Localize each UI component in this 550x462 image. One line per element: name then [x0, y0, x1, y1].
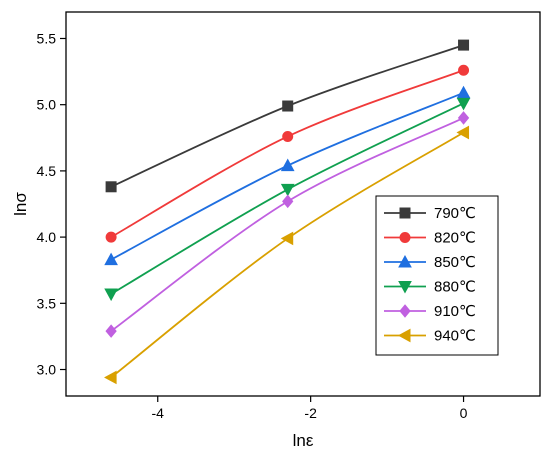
data-point	[456, 85, 471, 99]
series-4	[105, 111, 470, 338]
legend-items: 790℃ 820℃ 850℃ 880℃ 910℃ 940℃	[384, 205, 476, 345]
legend-item: 910℃	[384, 303, 476, 320]
data-point	[282, 194, 294, 209]
ticks-layer: -4 -2 0 3.0 3.5 4.0 4.5 5.0 5.5	[37, 30, 468, 421]
legend-label: 850℃	[434, 254, 476, 271]
legend-item: 820℃	[384, 230, 476, 247]
y-tick-label: 4.5	[37, 163, 57, 179]
series-3	[104, 97, 471, 302]
series-2	[104, 85, 471, 266]
legend-marker	[399, 232, 411, 243]
legend-label: 940℃	[434, 328, 476, 345]
data-point	[104, 288, 118, 302]
x-tick-label: -2	[304, 405, 317, 421]
y-tick-label: 5.0	[37, 97, 57, 113]
data-point	[282, 130, 294, 142]
y-tick-label: 3.5	[37, 295, 57, 311]
legend-label: 880℃	[434, 279, 476, 296]
legend-marker	[398, 254, 412, 268]
data-point	[457, 111, 470, 125]
legend-label: 910℃	[434, 303, 476, 320]
data-point	[280, 158, 295, 172]
y-tick-label: 5.5	[37, 30, 57, 46]
legend: 790℃ 820℃ 850℃ 880℃ 910℃ 940℃	[375, 195, 499, 356]
x-axis-label: lnε	[293, 431, 314, 450]
legend-item: 790℃	[384, 205, 476, 222]
plot-frame	[65, 11, 541, 397]
legend-label: 820℃	[434, 230, 476, 247]
data-point	[104, 370, 117, 385]
series-1	[105, 64, 470, 243]
data-point	[105, 324, 117, 338]
x-tick-label: -4	[152, 405, 165, 421]
data-point	[105, 231, 117, 243]
x-tick-label: 0	[460, 405, 468, 421]
data-point	[280, 231, 294, 246]
series-layer	[104, 39, 471, 385]
series-5	[104, 125, 470, 385]
series-0	[105, 39, 470, 193]
y-axis-label: lnσ	[11, 192, 30, 216]
data-point	[282, 100, 294, 112]
y-tick-label: 4.0	[37, 229, 57, 245]
legend-label: 790℃	[434, 205, 476, 222]
legend-item: 880℃	[384, 279, 476, 296]
y-tick-label: 3.0	[37, 362, 57, 378]
legend-item: 940℃	[384, 328, 476, 345]
data-point	[104, 252, 118, 266]
legend-marker	[399, 304, 411, 318]
legend-box	[375, 195, 499, 356]
legend-marker	[398, 281, 412, 294]
legend-marker	[399, 207, 411, 219]
data-point	[456, 125, 470, 140]
data-point	[458, 64, 470, 76]
data-point	[458, 39, 470, 51]
legend-item: 850℃	[384, 254, 476, 271]
legend-marker	[397, 328, 411, 343]
data-point	[456, 97, 471, 111]
data-point	[105, 181, 117, 193]
data-point	[280, 183, 295, 197]
